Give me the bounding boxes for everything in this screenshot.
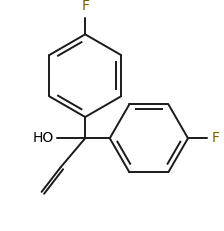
Text: F: F <box>211 131 220 145</box>
Text: F: F <box>81 0 89 13</box>
Text: HO: HO <box>33 131 54 145</box>
